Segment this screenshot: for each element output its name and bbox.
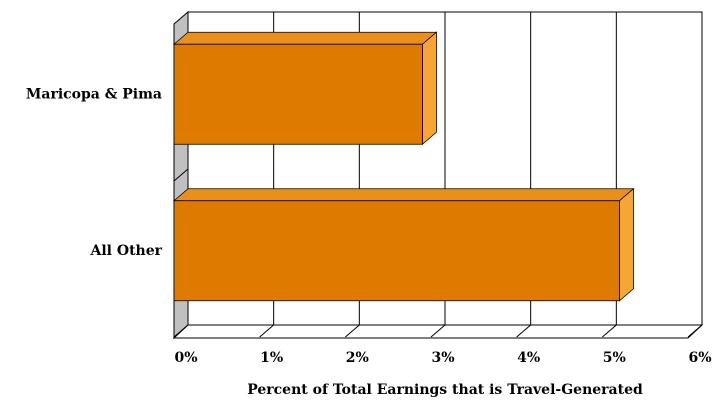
bar xyxy=(173,200,620,302)
x-tick-label: 3% xyxy=(431,350,454,366)
grid-line xyxy=(430,324,446,338)
bar-top xyxy=(172,188,635,202)
bar xyxy=(173,43,423,145)
bar-top xyxy=(172,31,438,45)
grid-line xyxy=(687,324,703,338)
x-tick-label: 5% xyxy=(603,350,626,366)
x-tick-label: 2% xyxy=(346,350,369,366)
grid-line xyxy=(259,324,274,338)
x-tick-label: 0% xyxy=(174,350,197,366)
y-tick-label: All Other xyxy=(90,243,163,259)
grid-line xyxy=(602,324,617,338)
grid-line xyxy=(173,324,189,338)
x-tick-label: 4% xyxy=(517,350,540,366)
x-axis-title: Percent of Total Earnings that is Travel… xyxy=(247,382,643,398)
x-tick-label: 6% xyxy=(688,350,711,366)
wall-divider xyxy=(173,168,189,182)
bar-side xyxy=(619,187,634,302)
grid-line xyxy=(516,324,531,338)
x-tick-label: 1% xyxy=(260,350,283,366)
y-tick-label: Maricopa & Pima xyxy=(26,86,162,102)
grid-line xyxy=(345,324,360,338)
bar-side xyxy=(422,31,437,146)
